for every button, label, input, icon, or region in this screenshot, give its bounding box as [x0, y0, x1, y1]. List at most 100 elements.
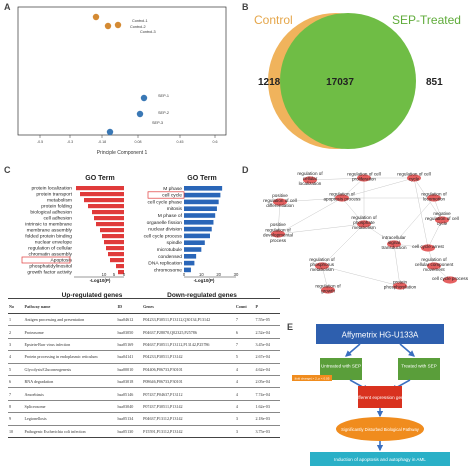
cell-count: 4	[234, 375, 255, 389]
pca-point-label: SEP-2	[158, 111, 169, 115]
network-node-label: cell cycle arrest	[412, 244, 444, 249]
table-row: 8 Spliceosome hsa03040 P07437,P30511,P13142…	[8, 400, 280, 414]
go-down-bar	[184, 247, 202, 252]
pca-point	[136, 110, 144, 118]
cell-count: 3	[234, 412, 255, 426]
table-row: 2 Proteasome hsa03050 P04637,P28070,Q02325,…	[8, 325, 280, 339]
network-edges	[277, 177, 451, 291]
network-node	[315, 262, 329, 270]
cell-id: hsa05169	[116, 338, 143, 352]
go-down-bar	[184, 240, 205, 245]
cell-id: hsa03040	[116, 400, 143, 414]
panel-label-c: C	[4, 165, 11, 175]
go-down-bar	[184, 254, 197, 259]
go-up-bar	[84, 198, 124, 203]
cell-p: 3.45e-04	[254, 338, 280, 352]
cell-pathway: Epstein-Barr virus infection	[23, 338, 117, 352]
cell-pathway: Legionellosis	[23, 412, 117, 426]
flow-top-box	[316, 324, 444, 344]
cell-count: 3	[234, 425, 255, 438]
go-up-bar	[110, 258, 124, 263]
go-up-bar	[96, 222, 124, 227]
go-down-bar	[184, 192, 221, 198]
cell-pathway: Spliceosome	[23, 400, 117, 414]
cell-count: 4	[234, 400, 255, 414]
cell-no: 3	[8, 338, 24, 352]
go-up-term-label: protein transport	[36, 192, 72, 198]
network-edge	[277, 197, 343, 235]
panel-label-b: B	[242, 2, 249, 12]
cell-count: 4	[234, 387, 255, 401]
flow-pathway-ellipse	[336, 417, 424, 441]
network-node-label: positive regulation of cell differentiatio…	[263, 193, 296, 208]
table-header-row: No Pathway name ID Genes Count P	[8, 298, 280, 314]
network-node	[427, 262, 441, 270]
network-node	[421, 244, 435, 252]
header-id: ID	[116, 298, 143, 314]
pca-tick-label: -0.5	[37, 140, 43, 144]
cell-no: 2	[8, 325, 24, 339]
network-node	[357, 174, 371, 182]
cell-pathway: Protein processing in endoplasmic reticu…	[23, 350, 117, 364]
go-down-caption: Down-regulated genes	[167, 292, 237, 299]
venn-left-only-count: 1218	[258, 77, 281, 88]
network-node	[321, 286, 335, 294]
network-edge	[321, 265, 401, 287]
cell-no: 6	[8, 375, 24, 389]
pca-point	[104, 22, 112, 30]
table-row: 6 RNA degradation hsa03018 P08646,P06733,P3…	[8, 375, 280, 389]
go-down-term-label: cell cycle phase	[147, 199, 182, 205]
cell-pathway: Proteasome	[23, 325, 117, 339]
cell-genes: P04233,P30511,P13112,Q30134,P13142	[142, 313, 235, 327]
go-down-bar	[184, 220, 214, 225]
cell-count: 6	[234, 325, 255, 339]
pca-tick-label: -0.18	[98, 140, 106, 144]
cell-no: 9	[8, 412, 24, 426]
cell-id: hsa05146	[116, 387, 143, 401]
cell-count: 7	[234, 338, 255, 352]
go-up-term-label: phosphatidylinositol	[29, 264, 72, 270]
pca-point	[106, 128, 114, 136]
flow-top-text: Affymetrix HG-U133A	[342, 331, 419, 340]
go-down-tick-label: 10	[199, 272, 204, 277]
network-edge	[341, 197, 365, 225]
go-down-bar	[184, 186, 223, 191]
go-up-bar	[108, 252, 124, 257]
go-down-term-label: spindle	[167, 240, 183, 246]
network-node	[357, 220, 371, 228]
go-down-term-label: organelle fission	[147, 220, 183, 226]
cell-id: hsa03018	[116, 375, 143, 389]
go-down-term-label: cell cycle process	[144, 233, 183, 239]
cell-p: 4.62e-04	[254, 363, 280, 376]
cell-p: 3.75e-03	[254, 425, 280, 438]
network-node-label: regulation of locomotion	[421, 191, 447, 201]
header-pathway: Pathway name	[23, 298, 117, 314]
network-edge	[277, 223, 365, 235]
flowchart: Affymetrix HG-U133A Untreated with SEP T…	[292, 324, 450, 466]
cell-count: 7	[234, 313, 255, 327]
table-row: 7 Amoebiasis hsa05146 P07437,P04637,P13112 4…	[8, 387, 280, 401]
cell-p: 2.52e-04	[254, 325, 280, 339]
network-edge	[341, 177, 415, 199]
go-down-term-label: chromosome	[154, 267, 183, 273]
network-node-label: regulation of cell cycle	[397, 171, 430, 181]
go-up-tick-label: 0	[123, 272, 126, 277]
cell-p: 2.05e-04	[254, 375, 280, 389]
panel-label-a: A	[4, 2, 11, 12]
go-down-term-label: nuclear division	[148, 227, 182, 233]
network-node-label: intracellular signal transduction	[381, 235, 406, 250]
network-node	[393, 282, 407, 290]
flow-arrow	[399, 343, 415, 357]
go-up-term-label: metabolism	[47, 198, 72, 204]
go-up-title: GO Term	[85, 175, 114, 182]
go-down-term-label: condensed	[158, 254, 182, 260]
cell-count: 4	[234, 363, 255, 376]
cell-pathway: RNA degradation	[23, 375, 117, 389]
go-up-axis-label: -Log10(P)	[90, 278, 111, 283]
flow-arrow	[345, 343, 361, 357]
cell-pathway: Antigen processing and presentation	[23, 313, 117, 327]
go-down-term-label: microtubule	[157, 247, 183, 253]
go-up-caption: Up-regulated genes	[62, 292, 123, 299]
